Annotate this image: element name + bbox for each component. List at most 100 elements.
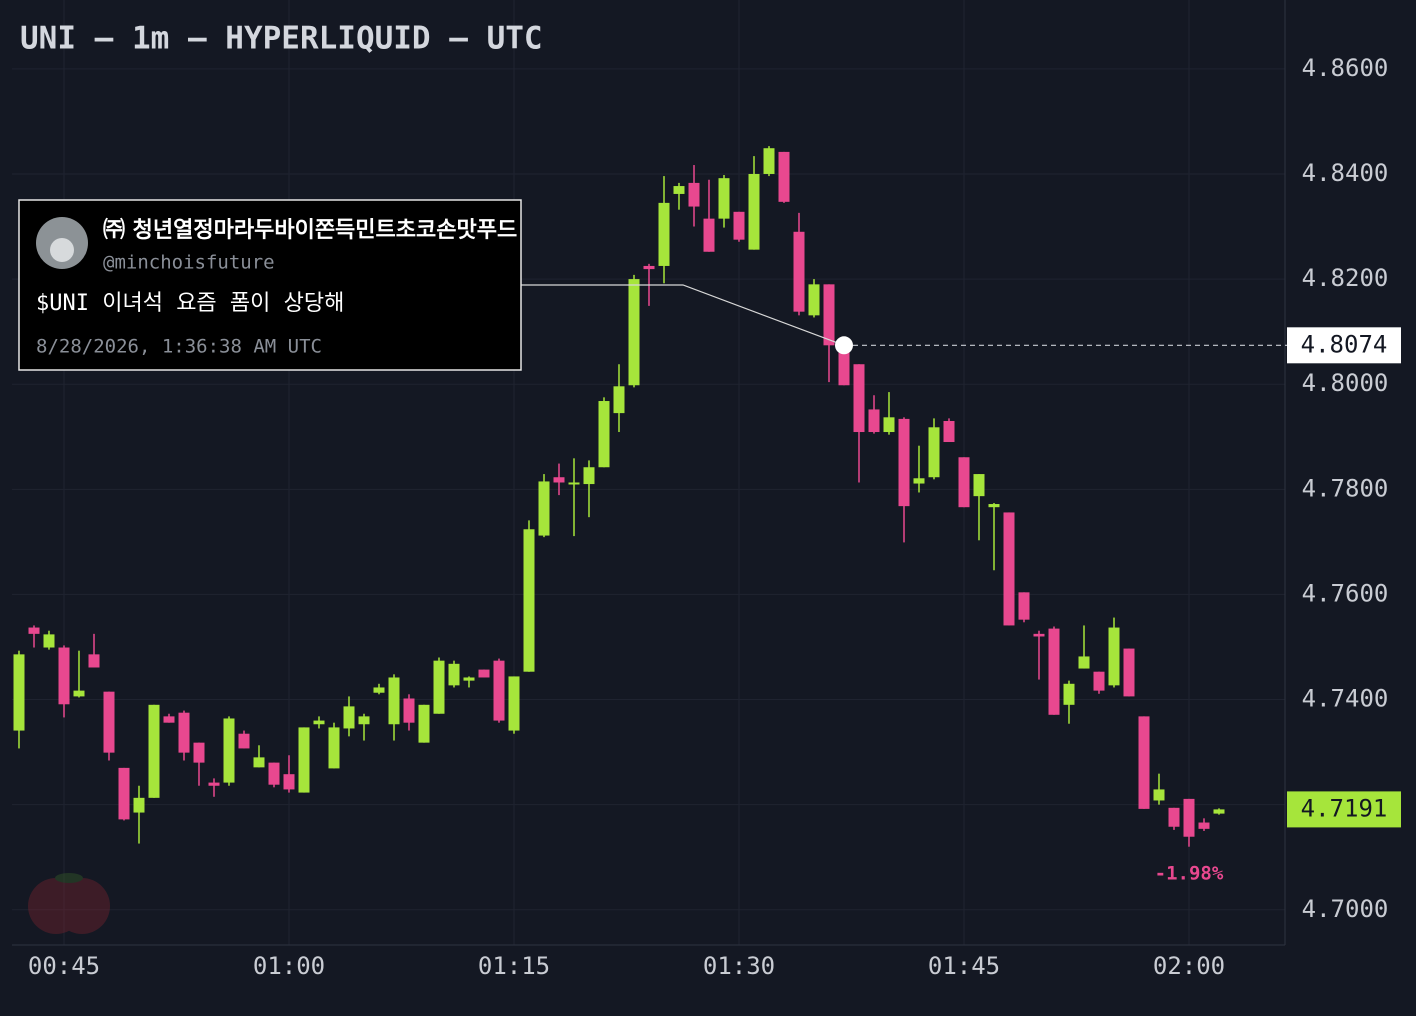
candle-body [478,669,490,678]
candle-body [1168,807,1180,827]
logo-right [54,878,110,934]
candle-body [598,401,610,468]
x-tick-label: 02:00 [1153,952,1225,980]
candle-body [208,782,220,786]
candle-body [1138,716,1150,809]
tweet-card: ㈜ 청년열정마라두바이쫀득민트초코손맛푸드 @minchoisfuture $U… [18,199,522,371]
candle-body [418,704,430,743]
candles [13,146,1225,847]
candle-body [238,733,250,749]
candle-body [223,718,235,783]
candle-body [643,265,655,270]
candle-body [133,797,145,813]
y-tick-label: 4.8400 [1302,159,1389,187]
candle-body [988,504,1000,508]
candle-body [58,647,70,705]
candle-body [793,231,805,312]
logo-left [28,878,84,934]
candle-body [538,481,550,536]
x-tick-label: 01:15 [478,952,550,980]
candle-body [403,698,415,723]
candle-body [493,660,505,721]
candle-body [1213,809,1225,814]
tweet-text: $UNI 이녀석 요즘 폼이 상당해 [36,291,344,316]
candle-body [823,284,835,346]
card-box [18,199,522,371]
candle-body [343,706,355,729]
candle-body [703,218,715,252]
annotation-dot [835,336,853,355]
change-label: -1.98% [1155,863,1224,885]
candle-body [1003,512,1015,626]
candle-body [1018,592,1030,620]
candle-body [148,704,160,798]
candle-body [763,148,775,174]
candle-body [508,676,520,731]
candle-body [523,529,535,672]
candle-body [193,742,205,763]
candle-body [718,178,730,219]
candle-body [958,457,970,508]
candle-body [943,420,955,443]
candle-body [358,716,370,725]
y-tick-label: 4.8200 [1302,264,1389,292]
y-tick-label: 4.7600 [1302,579,1389,607]
candle-body [268,762,280,785]
candle-body [1123,648,1135,697]
chart-title: UNI — 1m — HYPERLIQUID — UTC [20,21,543,57]
candle-body [928,427,940,478]
last-price-box [1287,791,1401,828]
candle-body [43,634,55,648]
x-tick-label: 00:45 [28,952,100,980]
candle-body [688,182,700,207]
x-tick-label: 01:30 [703,952,775,980]
candle-body [1063,683,1075,705]
candle-body [283,774,295,790]
annotation-price-label: 4.8074 [1301,330,1388,358]
last-price-label: 4.7191 [1301,794,1388,822]
candle-body [1093,671,1105,691]
candle-body [178,712,190,753]
candle-body [163,716,175,723]
y-tick-label: 4.7400 [1302,685,1389,713]
candle-body [103,691,115,753]
x-tick-label: 01:00 [253,952,325,980]
candle-body [1183,798,1195,837]
y-tick-label: 4.7000 [1302,895,1389,923]
candle-body [853,364,865,433]
candle-body [673,186,685,194]
candle-body [913,478,925,484]
x-tick-label: 01:45 [928,952,1000,980]
tweet-author: ㈜ 청년열정마라두바이쫀득민트초코손맛푸드 [103,218,517,243]
candle-body [328,727,340,769]
avatar-figure [50,238,74,262]
candle-body [1153,789,1165,801]
candle-body [868,409,880,433]
candle-body [628,279,640,386]
candle-body [748,173,760,250]
candle-body [613,386,625,414]
candle-body [463,677,475,681]
annotation-connector [521,284,845,346]
candle-body [433,660,445,714]
candle-body [373,687,385,693]
y-tick-label: 4.7800 [1302,474,1389,502]
candle-body [298,727,310,793]
annotation-price-box [1287,327,1401,364]
candle-body [1198,822,1210,829]
candle-body [388,677,400,725]
candle-body [13,654,25,731]
candle-body [1078,656,1090,669]
candle-body [1108,627,1120,686]
candle-body [73,690,85,697]
candle-body [88,654,100,668]
overlay: 4.70004.72004.74004.76004.78004.80004.82… [28,54,1401,980]
candle-body [883,417,895,433]
tweet-handle: @minchoisfuture [103,252,275,274]
y-tick-label: 4.8000 [1302,369,1389,397]
candle-body [778,151,790,202]
candle-body [118,767,130,820]
candle-body [1033,633,1045,637]
